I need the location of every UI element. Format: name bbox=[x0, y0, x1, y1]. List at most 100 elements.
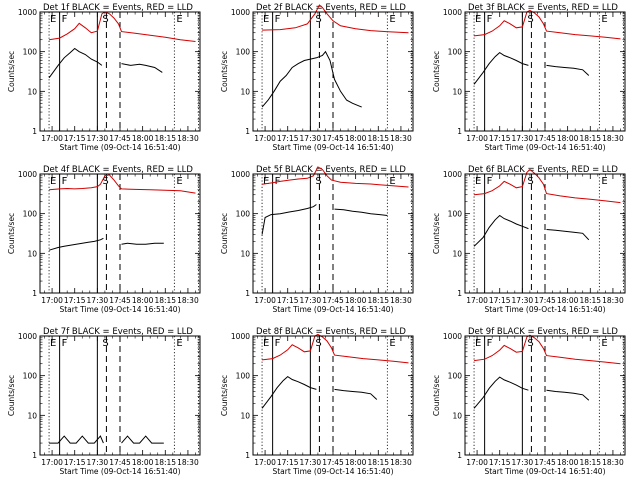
y-tick-label: 10 bbox=[452, 411, 462, 420]
marker-label-e: E bbox=[50, 176, 56, 187]
y-tick-label: 1 bbox=[245, 127, 250, 136]
x-tick-label: 17:30 bbox=[300, 296, 322, 305]
y-tick-label: 100 bbox=[236, 210, 251, 219]
marker-label-e: E bbox=[176, 338, 182, 349]
y-tick-label: 1000 bbox=[231, 8, 250, 17]
y-tick-label: 1 bbox=[457, 289, 462, 298]
x-tick-label: 18:00 bbox=[132, 458, 154, 467]
x-tick-label: 17:45 bbox=[534, 458, 556, 467]
x-tick-label: 17:30 bbox=[87, 134, 109, 143]
x-tick-label: 17:00 bbox=[41, 134, 63, 143]
x-tick-label: 18:30 bbox=[602, 134, 624, 143]
x-axis-label: Start Time (09-Oct-14 16:51:40) bbox=[484, 143, 605, 152]
x-tick-label: 17:30 bbox=[512, 296, 534, 305]
marker-label-f: F bbox=[487, 14, 493, 25]
marker-label-e: E bbox=[601, 338, 607, 349]
y-tick-label: 100 bbox=[448, 48, 463, 57]
y-tick-label: 100 bbox=[23, 372, 38, 381]
marker-label-e: E bbox=[475, 338, 481, 349]
x-tick-label: 18:15 bbox=[579, 296, 601, 305]
panel-title: Det 8f BLACK = Events, RED = LLD bbox=[256, 327, 406, 337]
x-tick-label: 17:45 bbox=[109, 134, 131, 143]
y-axis-label: Counts/sec bbox=[7, 375, 16, 416]
y-tick-label: 1000 bbox=[443, 170, 462, 179]
marker-label-e: E bbox=[263, 176, 269, 187]
y-tick-label: 100 bbox=[448, 210, 463, 219]
x-tick-label: 18:30 bbox=[177, 458, 199, 467]
marker-label-s: S bbox=[527, 176, 533, 187]
panel-title: Det 6f BLACK = Events, RED = LLD bbox=[468, 165, 618, 175]
x-axis-label: Start Time (09-Oct-14 16:51:40) bbox=[272, 467, 393, 476]
x-tick-label: 17:30 bbox=[300, 134, 322, 143]
x-tick-label: 18:15 bbox=[579, 134, 601, 143]
x-tick-label: 18:00 bbox=[345, 134, 367, 143]
marker-label-f: F bbox=[62, 338, 68, 349]
x-tick-label: 17:15 bbox=[489, 134, 511, 143]
x-axis-label: Start Time (09-Oct-14 16:51:40) bbox=[484, 305, 605, 314]
y-axis-label: Counts/sec bbox=[220, 375, 229, 416]
marker-label-s: S bbox=[315, 14, 321, 25]
y-tick-label: 10 bbox=[452, 249, 462, 258]
marker-label-s: S bbox=[315, 338, 321, 349]
x-tick-label: 17:00 bbox=[254, 296, 276, 305]
x-tick-label: 17:00 bbox=[466, 134, 488, 143]
marker-label-f: F bbox=[275, 14, 281, 25]
x-tick-label: 17:45 bbox=[534, 134, 556, 143]
x-tick-label: 17:45 bbox=[109, 296, 131, 305]
marker-label-e: E bbox=[263, 338, 269, 349]
x-axis-label: Start Time (09-Oct-14 16:51:40) bbox=[272, 143, 393, 152]
y-axis-label: Counts/sec bbox=[432, 213, 441, 254]
y-axis-label: Counts/sec bbox=[432, 375, 441, 416]
lld-series-line bbox=[49, 11, 196, 42]
y-tick-label: 1000 bbox=[443, 332, 462, 341]
x-tick-label: 17:45 bbox=[109, 458, 131, 467]
y-tick-label: 10 bbox=[240, 249, 250, 258]
marker-label-e: E bbox=[601, 14, 607, 25]
x-tick-label: 17:45 bbox=[322, 458, 344, 467]
x-tick-label: 17:15 bbox=[277, 458, 299, 467]
x-tick-label: 18:00 bbox=[557, 296, 579, 305]
lld-series-line bbox=[262, 166, 409, 188]
y-tick-label: 1000 bbox=[231, 332, 250, 341]
x-tick-label: 17:30 bbox=[300, 458, 322, 467]
panel-title: Det 5f BLACK = Events, RED = LLD bbox=[256, 165, 406, 175]
x-axis-label: Start Time (09-Oct-14 16:51:40) bbox=[59, 467, 180, 476]
x-tick-label: 17:30 bbox=[87, 458, 109, 467]
events-series-line bbox=[473, 51, 590, 85]
x-tick-label: 17:15 bbox=[64, 458, 86, 467]
events-series-line bbox=[261, 50, 362, 108]
marker-label-f: F bbox=[487, 176, 493, 187]
events-series-line bbox=[49, 435, 164, 444]
marker-label-f: F bbox=[275, 338, 281, 349]
x-tick-label: 18:30 bbox=[390, 296, 412, 305]
y-axis-label: Counts/sec bbox=[432, 51, 441, 92]
marker-label-e: E bbox=[475, 14, 481, 25]
x-tick-label: 18:15 bbox=[154, 458, 176, 467]
y-axis-label: Counts/sec bbox=[7, 213, 16, 254]
marker-label-f: F bbox=[62, 14, 68, 25]
y-tick-label: 10 bbox=[27, 411, 37, 420]
x-tick-label: 17:45 bbox=[534, 296, 556, 305]
x-tick-label: 18:15 bbox=[367, 134, 389, 143]
x-tick-label: 17:00 bbox=[466, 296, 488, 305]
x-tick-label: 18:15 bbox=[367, 296, 389, 305]
x-axis-label: Start Time (09-Oct-14 16:51:40) bbox=[484, 467, 605, 476]
marker-label-e: E bbox=[389, 14, 395, 25]
y-tick-label: 10 bbox=[240, 87, 250, 96]
y-tick-label: 100 bbox=[236, 48, 251, 57]
x-tick-label: 18:30 bbox=[602, 296, 624, 305]
y-axis-label: Counts/sec bbox=[7, 51, 16, 92]
x-tick-label: 18:30 bbox=[390, 134, 412, 143]
x-axis-label: Start Time (09-Oct-14 16:51:40) bbox=[272, 305, 393, 314]
lld-series-line bbox=[262, 4, 409, 34]
y-tick-label: 1000 bbox=[231, 170, 250, 179]
x-tick-label: 17:15 bbox=[489, 458, 511, 467]
lld-series-line bbox=[474, 9, 621, 40]
y-axis-label: Counts/sec bbox=[220, 51, 229, 92]
marker-label-e: E bbox=[176, 14, 182, 25]
